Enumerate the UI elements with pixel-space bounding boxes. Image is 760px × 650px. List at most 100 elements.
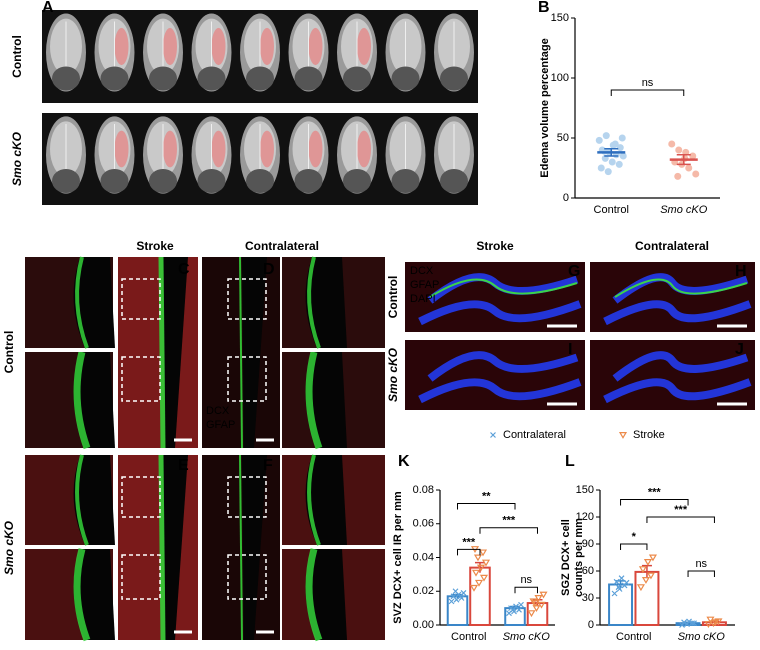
data-point (685, 164, 693, 172)
y-tick-label: 0 (563, 192, 569, 204)
y-axis-label: SVZ DCX+ cell IR per mm (392, 491, 404, 624)
panel-letter: D (263, 261, 275, 278)
dcx-signal (75, 454, 89, 546)
inset-box (121, 476, 161, 518)
significance-bracket (646, 516, 715, 523)
row-label: Smo cKO (10, 131, 24, 186)
data-point (450, 593, 457, 600)
panel-letter: G (568, 263, 580, 280)
significance-bracket (620, 498, 689, 506)
data-point (691, 620, 697, 627)
y-tick-label: 0.04 (413, 551, 434, 563)
mri-lower (197, 169, 226, 193)
inset-box (227, 554, 267, 600)
y-tick-label: 0.02 (413, 585, 434, 597)
y-tick-label: 50 (557, 132, 569, 144)
data-point (604, 168, 612, 176)
data-point (469, 584, 479, 592)
significance-label: ns (642, 77, 654, 89)
dcx-signal (239, 454, 243, 641)
data-point (638, 566, 647, 574)
mri-lower (52, 169, 80, 193)
panel-letter: J (735, 341, 744, 358)
error-bar (604, 148, 619, 157)
mri-lower (149, 66, 177, 91)
data-point (452, 588, 459, 595)
separator (282, 349, 385, 352)
lesion (163, 27, 177, 66)
stain-label: DCX (410, 265, 434, 277)
panel-letter: E (178, 457, 189, 474)
inset-box (227, 476, 267, 518)
data-point (478, 549, 488, 557)
dcx-signal (158, 256, 166, 449)
data-point (597, 164, 605, 172)
panel-letter: A (42, 0, 54, 16)
data-point (615, 160, 623, 168)
stain-label: GFAP (410, 279, 439, 291)
data-point (618, 134, 626, 142)
separator (25, 349, 113, 352)
lesion (260, 130, 274, 168)
y-tick-label: 0.06 (413, 518, 434, 530)
significance-bracket (479, 527, 538, 534)
inset-box (121, 554, 161, 600)
x-tick-label: Control (451, 631, 486, 643)
data-point (692, 170, 700, 178)
dcx-signal (158, 454, 166, 641)
data-point (636, 584, 645, 592)
data-point (529, 598, 538, 606)
stain-label: DCX (206, 405, 230, 417)
x-tick-label: Control (594, 204, 629, 216)
error-bar (676, 154, 691, 166)
lesion (308, 130, 323, 168)
mri-lower (294, 169, 323, 193)
y-tick-label: 150 (551, 12, 569, 24)
ventricle (73, 257, 115, 348)
significance-bracket (514, 586, 538, 594)
data-point (704, 621, 713, 628)
significance-label: *** (462, 536, 476, 548)
mri-lower (52, 66, 80, 91)
significance-bracket (457, 548, 481, 556)
stain-label: GFAP (206, 419, 235, 431)
ventricle (163, 455, 188, 640)
data-point (711, 619, 720, 627)
data-point (648, 554, 657, 562)
data-point (473, 554, 483, 562)
data-point (618, 575, 625, 582)
significance-label: ns (695, 558, 707, 570)
data-point (476, 564, 486, 572)
significance-bracket (687, 570, 715, 577)
data-point (537, 601, 546, 609)
panel-letter: C (178, 261, 190, 278)
dcx-signal (239, 256, 243, 449)
x-tick-label: Smo cKO (660, 204, 708, 216)
data-point (643, 559, 652, 566)
mri-lower (294, 66, 323, 91)
dcx-layer (614, 278, 748, 298)
ventricle (305, 257, 347, 348)
mri-lower (100, 66, 129, 91)
panel-letter: F (263, 457, 273, 474)
y-axis-label: SGZ DCX+ cell (560, 519, 572, 596)
inset-box (121, 278, 161, 320)
x-tick-label: Control (616, 631, 651, 643)
significance-label: * (632, 531, 637, 543)
y-tick-label: 0.00 (413, 619, 434, 631)
data-point (602, 132, 610, 140)
data-point (474, 579, 484, 587)
y-tick-label: 30 (582, 592, 594, 604)
ventricle (73, 549, 115, 640)
mri-lower (246, 169, 274, 193)
data-point (510, 606, 516, 613)
y-tick-label: 150 (576, 484, 594, 496)
panel-letter: I (568, 341, 572, 358)
data-point (668, 140, 676, 148)
ventricle (305, 455, 347, 545)
y-tick-label: 100 (551, 72, 569, 84)
mri-lower (440, 66, 468, 91)
dcx-signal (73, 351, 91, 450)
y-tick-label: 120 (576, 511, 594, 523)
dentate-lower (418, 300, 582, 326)
